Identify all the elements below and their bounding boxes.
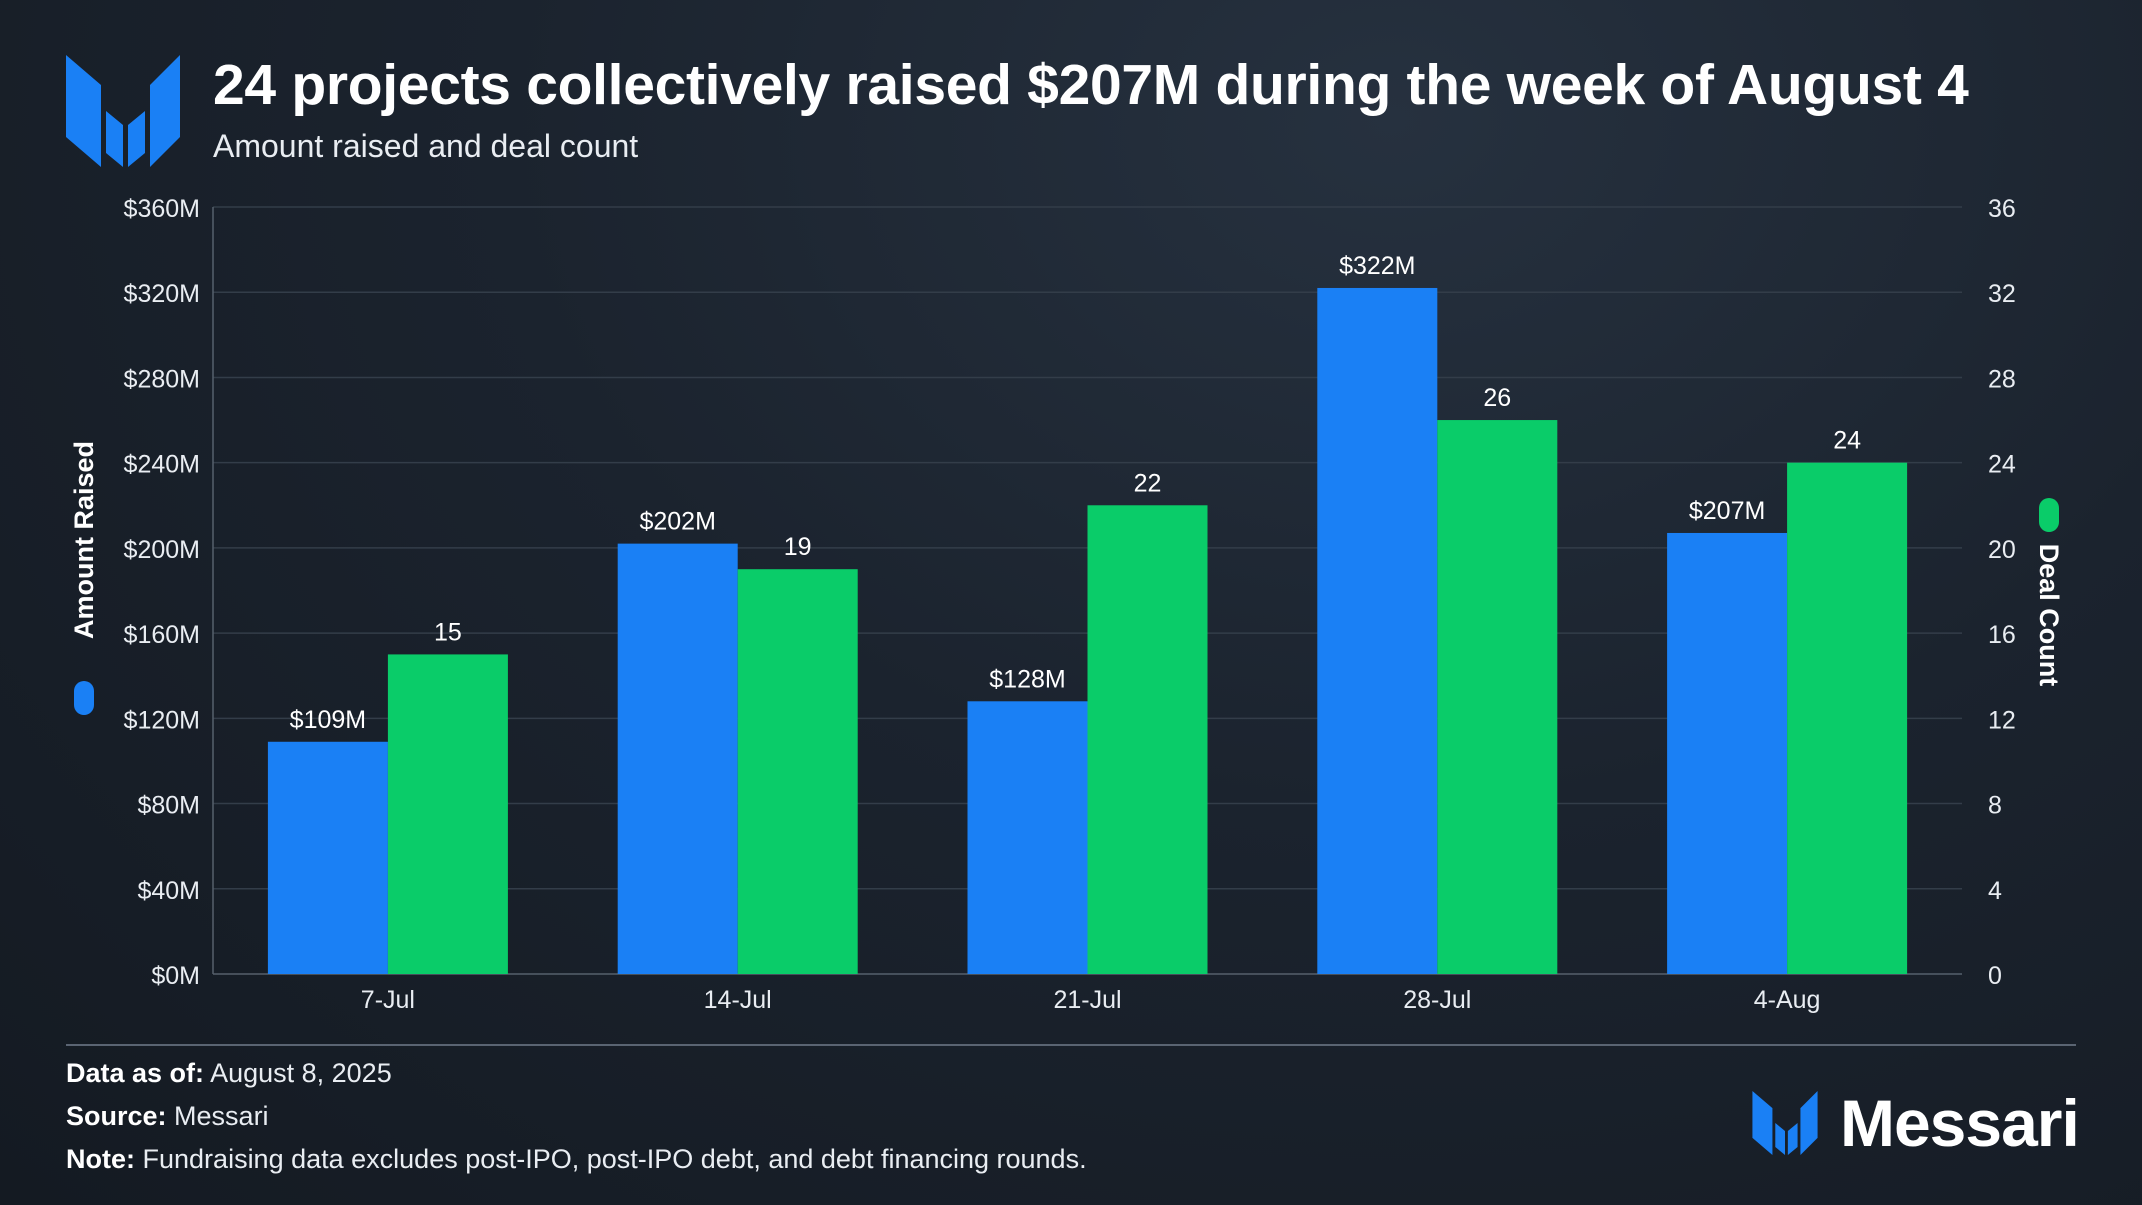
y-right-tick-label: 24 bbox=[1988, 451, 2016, 479]
brand-wordmark: Messari bbox=[1840, 1086, 2080, 1160]
source-value: Messari bbox=[174, 1101, 269, 1131]
messari-logo-icon bbox=[1752, 1091, 1818, 1155]
footer-note: Note: Fundraising data excludes post-IPO… bbox=[66, 1144, 1087, 1175]
y-right-tick-label: 20 bbox=[1988, 536, 2016, 564]
note-value: Fundraising data excludes post-IPO, post… bbox=[142, 1144, 1087, 1174]
data-label-deal-count: 24 bbox=[1833, 427, 1861, 455]
data-label-deal-count: 15 bbox=[434, 618, 462, 646]
y-right-tick-label: 36 bbox=[1988, 195, 2016, 223]
x-tick-label: 7-Jul bbox=[361, 986, 415, 1014]
x-tick-label: 14-Jul bbox=[704, 986, 772, 1014]
bar-deal-count bbox=[1087, 505, 1208, 974]
data-as-of-label: Data as of: bbox=[66, 1058, 205, 1088]
footer-source: Source: Messari bbox=[66, 1101, 269, 1132]
bar-amount-raised bbox=[967, 701, 1088, 974]
y-right-tick-label: 8 bbox=[1988, 792, 2002, 820]
y-left-tick-label: $200M bbox=[124, 536, 200, 564]
y-left-tick-label: $280M bbox=[124, 365, 200, 393]
y-right-tick-label: 16 bbox=[1988, 621, 2016, 649]
chart-subtitle: Amount raised and deal count bbox=[213, 128, 639, 164]
data-label-deal-count: 26 bbox=[1483, 384, 1511, 412]
legend-swatch-amount-raised bbox=[74, 681, 94, 715]
data-label-deal-count: 22 bbox=[1134, 469, 1162, 497]
y-left-axis-label: Amount Raised bbox=[69, 441, 99, 639]
y-left-tick-label: $0M bbox=[151, 962, 200, 990]
bar-amount-raised bbox=[617, 543, 738, 974]
messari-logo-icon bbox=[66, 55, 180, 167]
data-label-amount-raised: $128M bbox=[989, 665, 1065, 693]
bar-amount-raised bbox=[1317, 287, 1438, 974]
bar-deal-count bbox=[1437, 420, 1558, 974]
y-left-tick-label: $80M bbox=[137, 792, 200, 820]
legend-swatch-deal-count bbox=[2039, 498, 2059, 532]
note-label: Note: bbox=[66, 1144, 135, 1174]
chart-title: 24 projects collectively raised $207M du… bbox=[213, 53, 1969, 117]
bar-amount-raised bbox=[1667, 532, 1788, 974]
y-left-tick-label: $240M bbox=[124, 451, 200, 479]
y-right-tick-label: 0 bbox=[1988, 962, 2002, 990]
bar-deal-count bbox=[737, 569, 858, 974]
bar-amount-raised bbox=[267, 741, 388, 974]
data-label-amount-raised: $207M bbox=[1689, 497, 1765, 525]
bar-deal-count bbox=[387, 654, 508, 974]
x-tick-label: 28-Jul bbox=[1403, 986, 1471, 1014]
y-right-tick-label: 12 bbox=[1988, 706, 2016, 734]
data-as-of-value: August 8, 2025 bbox=[210, 1058, 392, 1088]
brand-mark: Messari bbox=[1752, 1085, 2080, 1161]
y-left-tick-label: $320M bbox=[124, 280, 200, 308]
data-label-amount-raised: $202M bbox=[639, 508, 715, 536]
y-right-tick-label: 32 bbox=[1988, 280, 2016, 308]
x-tick-label: 4-Aug bbox=[1754, 986, 1821, 1014]
data-label-amount-raised: $322M bbox=[1339, 252, 1415, 280]
data-label-deal-count: 19 bbox=[784, 533, 812, 561]
source-label: Source: bbox=[66, 1101, 167, 1131]
y-left-tick-label: $120M bbox=[124, 706, 200, 734]
y-left-tick-label: $160M bbox=[124, 621, 200, 649]
data-label-amount-raised: $109M bbox=[290, 706, 366, 734]
x-tick-label: 21-Jul bbox=[1053, 986, 1121, 1014]
y-left-tick-label: $360M bbox=[124, 195, 200, 223]
bar-deal-count bbox=[1787, 462, 1908, 974]
footer-divider bbox=[66, 1044, 2076, 1046]
y-right-tick-label: 28 bbox=[1988, 365, 2016, 393]
bar-chart: $0M $40M $80M $120M $160M $200M $240M $280M $320… bbox=[69, 195, 2064, 1014]
y-left-tick-label: $40M bbox=[137, 877, 200, 905]
footer-data-as-of: Data as of: August 8, 2025 bbox=[66, 1058, 392, 1089]
y-right-tick-label: 4 bbox=[1988, 877, 2002, 905]
y-right-axis-label: Deal Count bbox=[2034, 544, 2064, 687]
